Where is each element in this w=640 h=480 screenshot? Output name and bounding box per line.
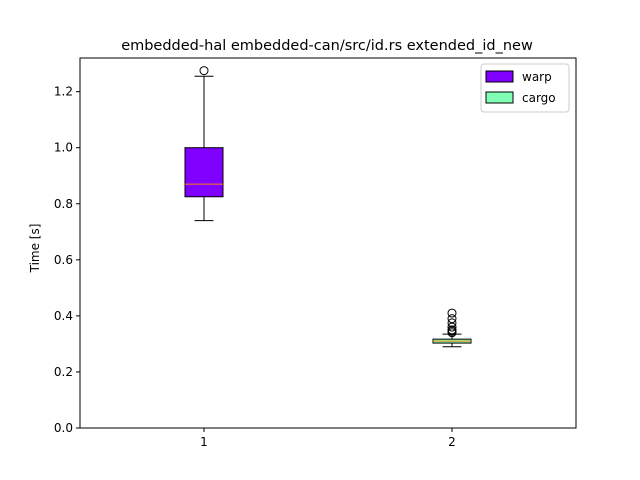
x-tick-label: 2 bbox=[448, 435, 456, 449]
y-tick-label: 0.0 bbox=[54, 421, 73, 435]
outlier-point bbox=[447, 308, 457, 318]
y-tick-label: 0.6 bbox=[54, 253, 73, 267]
outlier-point bbox=[447, 325, 457, 335]
y-tick-label: 0.8 bbox=[54, 197, 73, 211]
legend-swatch bbox=[485, 91, 514, 104]
legend: warp cargo bbox=[480, 63, 570, 113]
x-tick-label: 1 bbox=[200, 435, 208, 449]
outlier-point bbox=[447, 318, 457, 328]
y-tick-label: 1.2 bbox=[54, 85, 73, 99]
plot-frame bbox=[79, 57, 577, 429]
chart-title: embedded-hal embedded-can/src/id.rs exte… bbox=[121, 38, 533, 54]
y-axis-label: Time [s] bbox=[28, 224, 42, 274]
box-warp bbox=[184, 66, 224, 222]
y-tick-label: 1.0 bbox=[54, 141, 73, 155]
legend-label: warp bbox=[522, 70, 552, 84]
legend-swatch bbox=[485, 70, 514, 83]
outlier-point bbox=[447, 314, 457, 324]
y-tick-label: 0.4 bbox=[54, 309, 73, 323]
box-body bbox=[184, 147, 224, 198]
plot-area: 0.0 0.2 0.4 0.6 0.8 1.0 1.2 1 2 bbox=[54, 57, 577, 449]
y-tick-label: 0.2 bbox=[54, 365, 73, 379]
legend-label: cargo bbox=[522, 91, 556, 105]
outlier-point bbox=[199, 66, 209, 76]
box-cargo bbox=[432, 308, 472, 348]
